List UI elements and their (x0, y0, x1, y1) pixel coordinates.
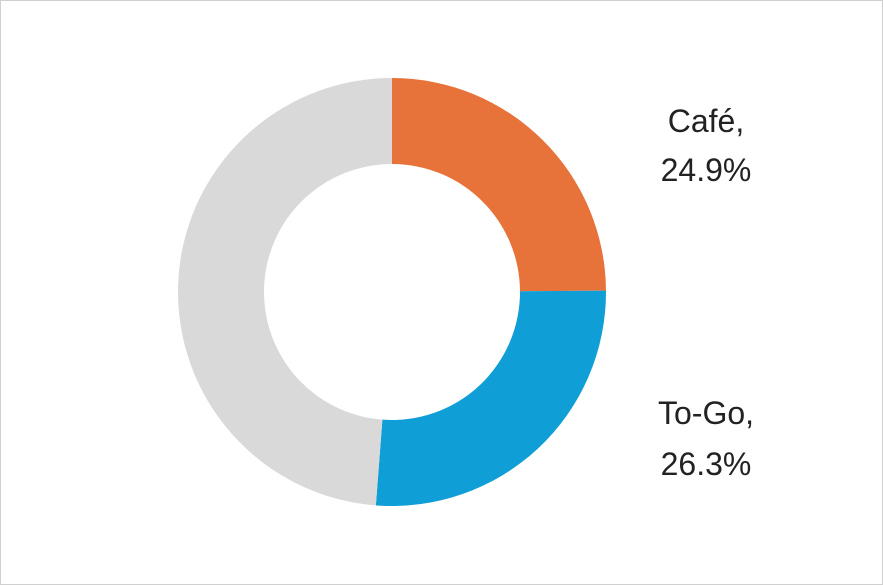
slices-group (177, 78, 606, 506)
donut-slice-other (177, 78, 392, 506)
donut-slice-caf- (392, 78, 606, 292)
data-label-cafe: Café, 24.9% (661, 103, 752, 188)
data-label-togo: To-Go, 26.3% (658, 395, 754, 482)
data-label-togo-value: 26.3% (661, 446, 752, 482)
donut-slice-to-go (375, 290, 606, 506)
data-label-cafe-value: 24.9% (661, 152, 752, 188)
data-label-togo-name: To-Go, (658, 395, 754, 431)
data-label-cafe-name: Café, (668, 103, 744, 139)
